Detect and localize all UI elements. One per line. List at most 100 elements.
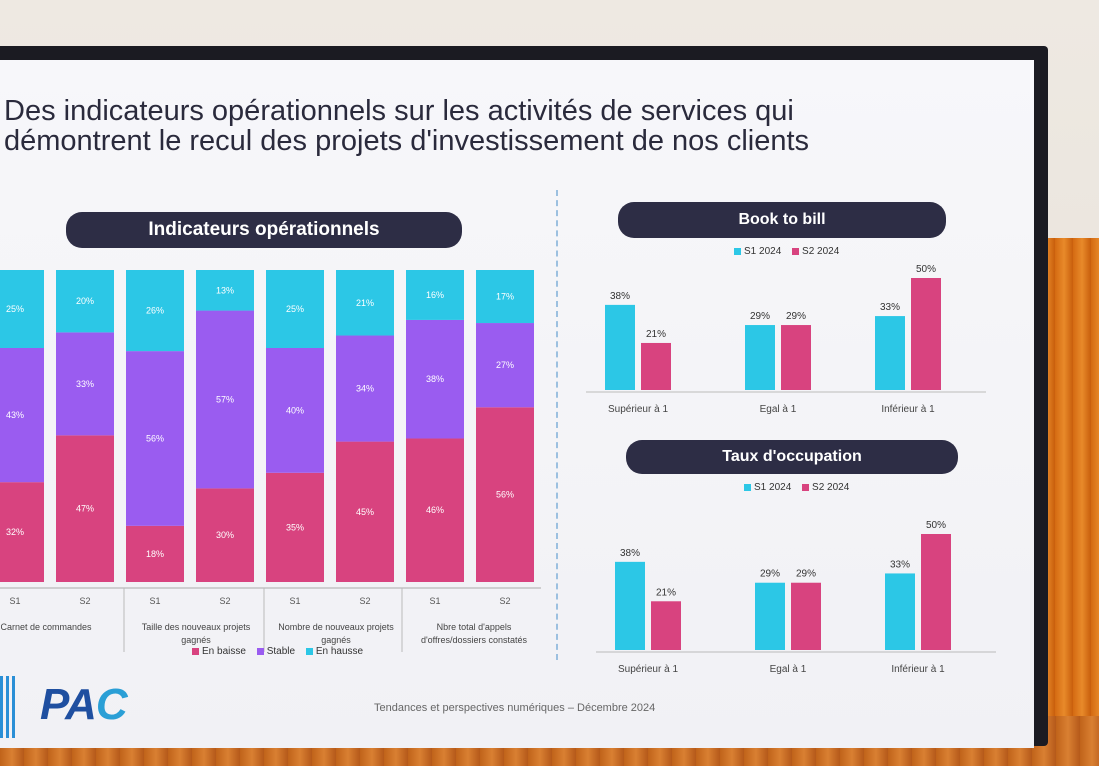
- b2b-x-label-1: Egal à 1: [760, 404, 797, 415]
- bar-label-baisse-7: 56%: [496, 490, 514, 500]
- group-label-2-1: gagnés: [321, 635, 351, 645]
- bar-label-baisse-1: 47%: [76, 504, 94, 514]
- legend-label-s2-occ: S2 2024: [812, 482, 850, 493]
- bar-stable-1: [56, 332, 114, 436]
- bar-baisse-7: [476, 407, 534, 582]
- bar-label-hausse-4: 25%: [286, 304, 304, 314]
- slide-title: Des indicateurs opérationnels sur les ac…: [4, 96, 904, 156]
- bar-hausse-5: [336, 270, 394, 336]
- bar-baisse-1: [56, 435, 114, 582]
- legend-swatch-s1-occ: [744, 483, 751, 491]
- bar-label-baisse-4: 35%: [286, 522, 304, 532]
- bar-label-baisse-5: 45%: [356, 507, 374, 517]
- stacked-bar-chart: 32% 43% 25% S1 47% 33% 20% S2 18% 56% 26% S1 30% 57% 1…: [0, 270, 541, 652]
- occ-bar-0-0: [615, 561, 645, 650]
- group-label-0-0: Carnet de commandes: [0, 622, 92, 632]
- bar-label-baisse-3: 30%: [216, 530, 234, 540]
- occ-value-1-2: 50%: [926, 520, 946, 531]
- bar-stable-2: [126, 351, 184, 526]
- bar-stable-0: [0, 348, 44, 483]
- bar-hausse-7: [476, 270, 534, 324]
- bar-label-hausse-6: 16%: [426, 290, 444, 300]
- b2b-value-1-2: 50%: [916, 264, 936, 275]
- x-tick-3: S2: [219, 596, 230, 606]
- book-to-bill-title: Book to bill: [618, 202, 946, 238]
- bar-label-stable-1: 33%: [76, 379, 94, 389]
- bar-hausse-0: [0, 270, 44, 348]
- dashed-divider: [556, 190, 558, 660]
- bar-label-stable-4: 40%: [286, 405, 304, 415]
- x-tick-6: S1: [429, 596, 440, 606]
- legend-label-s2: S2 2024: [802, 246, 840, 257]
- bar-label-stable-2: 56%: [146, 433, 164, 443]
- bar-baisse-0: [0, 482, 44, 582]
- slide-title-line-1: Des indicateurs opérationnels sur les ac…: [4, 95, 794, 127]
- b2b-x-label-2: Inférieur à 1: [881, 404, 935, 415]
- legend-swatch-s1: [734, 247, 741, 255]
- bar-hausse-1: [56, 270, 114, 333]
- b2b-value-1-0: 21%: [646, 329, 666, 340]
- legend-item-s1: S1 2024: [734, 246, 781, 257]
- bar-baisse-3: [196, 488, 254, 582]
- legend-swatch-s2-occ: [802, 483, 810, 491]
- bar-label-baisse-2: 18%: [146, 549, 164, 559]
- book-to-bill-chart: 38% 21% Supérieur à 1 29% 29% Egal à 1 33% 50% I…: [586, 264, 986, 415]
- bar-stable-6: [406, 319, 464, 439]
- occupation-chart: 38% 21% Supérieur à 1 29% 29% Egal à 1 33% 50% I…: [596, 520, 996, 675]
- bar-label-hausse-3: 13%: [216, 285, 234, 295]
- b2b-bar-0-1: [745, 325, 775, 390]
- legend-item-s2-occ: S2 2024: [802, 482, 849, 493]
- bar-baisse-4: [266, 472, 324, 582]
- bar-hausse-2: [126, 270, 184, 352]
- bar-label-baisse-6: 46%: [426, 505, 444, 515]
- b2b-bar-0-2: [875, 316, 905, 390]
- bar-label-stable-6: 38%: [426, 374, 444, 384]
- b2b-value-0-2: 33%: [880, 302, 900, 313]
- footer-text: Tendances et perspectives numériques – D…: [374, 702, 656, 714]
- bar-baisse-2: [126, 525, 184, 582]
- bar-label-hausse-5: 21%: [356, 298, 374, 308]
- group-label-1-1: gagnés: [181, 635, 211, 645]
- bar-label-stable-0: 43%: [6, 410, 24, 420]
- x-tick-5: S2: [359, 596, 370, 606]
- slide-screen: Des indicateurs opérationnels sur les ac…: [0, 60, 1034, 748]
- bar-hausse-4: [266, 270, 324, 348]
- legend-swatch-baisse: [192, 647, 199, 655]
- occ-value-0-1: 29%: [760, 569, 780, 580]
- x-tick-7: S2: [499, 596, 510, 606]
- bar-stable-5: [336, 335, 394, 442]
- x-tick-2: S1: [149, 596, 160, 606]
- occ-bar-0-2: [885, 573, 915, 650]
- b2b-value-0-0: 38%: [610, 291, 630, 302]
- group-label-2-0: Nombre de nouveaux projets: [278, 622, 394, 632]
- occ-value-1-0: 21%: [656, 587, 676, 598]
- legend-item-stable: Stable: [256, 646, 296, 657]
- b2b-bar-1-2: [911, 278, 941, 390]
- occ-value-1-1: 29%: [796, 569, 816, 580]
- bar-stable-3: [196, 310, 254, 489]
- bar-label-stable-5: 34%: [356, 384, 374, 394]
- bar-stable-4: [266, 348, 324, 473]
- b2b-value-0-1: 29%: [750, 311, 770, 322]
- group-label-1-0: Taille des nouveaux projets: [142, 622, 251, 632]
- occ-bar-1-2: [921, 534, 951, 650]
- bar-label-stable-3: 57%: [216, 394, 234, 404]
- b2b-bar-1-0: [641, 342, 671, 390]
- bar-label-hausse-0: 25%: [6, 304, 24, 314]
- legend-label-baisse: En baisse: [202, 646, 246, 657]
- b2b-bar-1-1: [781, 325, 811, 390]
- legend-label-stable: Stable: [266, 646, 296, 657]
- legend-swatch-hausse: [305, 647, 313, 655]
- group-label-3-0: Nbre total d'appels: [437, 622, 512, 632]
- occ-x-label-0: Supérieur à 1: [618, 664, 678, 675]
- legend-item-hausse: En hausse: [305, 646, 363, 657]
- b2b-bar-0-0: [605, 304, 635, 390]
- bar-hausse-3: [196, 270, 254, 311]
- occ-bar-1-1: [791, 582, 821, 650]
- book-to-bill-legend: S1 2024 S2 2024: [734, 246, 847, 257]
- legend-swatch-s2: [792, 247, 800, 255]
- occ-x-label-2: Inférieur à 1: [891, 664, 945, 675]
- occ-value-0-0: 38%: [620, 548, 640, 559]
- legend-item-s2: S2 2024: [792, 246, 839, 257]
- occupation-title: Taux d'occupation: [626, 440, 958, 474]
